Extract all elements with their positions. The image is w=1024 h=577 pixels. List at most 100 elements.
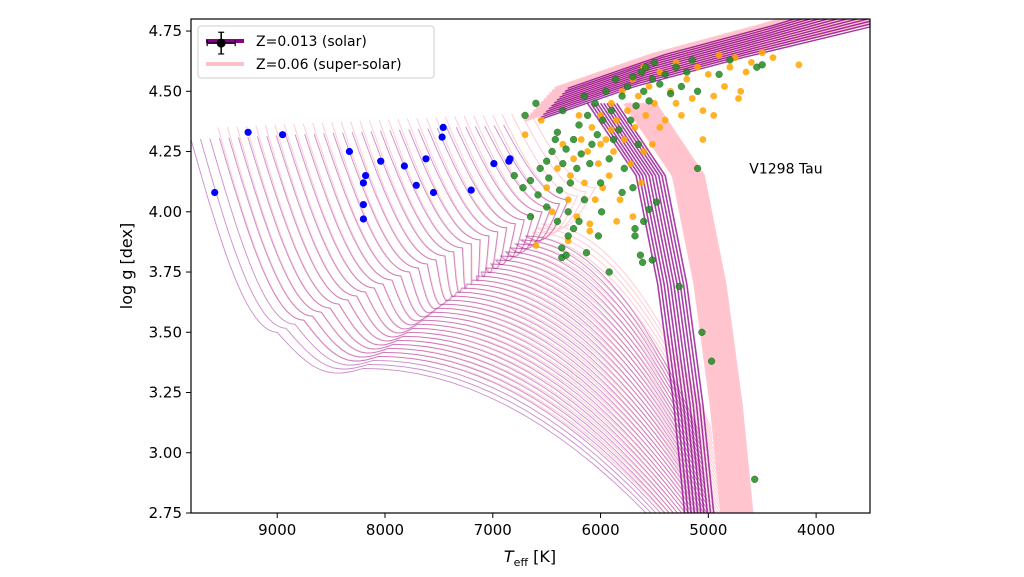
data-point (564, 208, 572, 216)
super-solar-ms-band (551, 19, 795, 93)
data-point (510, 171, 518, 180)
data-point (553, 128, 562, 136)
data-point (627, 116, 635, 124)
data-point (537, 116, 545, 124)
solar-track (200, 138, 652, 513)
data-point (559, 159, 567, 168)
data-point (627, 160, 635, 168)
data-point (593, 131, 601, 139)
x-tick-label: 6000 (581, 521, 619, 539)
data-point (586, 159, 594, 168)
data-point (569, 135, 578, 144)
data-point (648, 75, 656, 83)
data-point (377, 157, 385, 165)
data-point (640, 87, 648, 95)
y-tick-label: 3.25 (149, 384, 182, 402)
super-solar-track (397, 118, 721, 501)
data-point (567, 172, 574, 180)
data-point (650, 58, 659, 67)
data-point (591, 196, 599, 204)
data-point (558, 244, 566, 252)
data-point (564, 232, 572, 240)
error-bar-marker (206, 31, 236, 55)
legend: Z=0.013 (solar) Z=0.06 (super-solar) (197, 25, 435, 79)
data-point (439, 123, 447, 131)
data-point (769, 54, 777, 61)
data-point (726, 56, 734, 64)
data-point (656, 68, 664, 76)
data-point (758, 49, 766, 57)
data-point (623, 82, 632, 91)
data-point (645, 83, 653, 90)
solar-track (218, 138, 662, 513)
data-point (573, 164, 581, 173)
data-point (636, 251, 645, 259)
solar-track (493, 125, 699, 434)
data-point (648, 140, 656, 148)
data-point (575, 112, 583, 119)
solar-ms-band (556, 19, 831, 101)
solar-track (408, 129, 705, 481)
solar-rgb-band (596, 102, 696, 513)
data-point (521, 111, 529, 120)
solar-track (285, 134, 690, 513)
data-point (244, 128, 252, 136)
data-point (632, 102, 640, 110)
data-point (412, 181, 420, 189)
super-solar-track (425, 117, 719, 486)
data-point (605, 172, 613, 180)
x-tick-label: 4000 (797, 521, 835, 539)
data-point (715, 70, 723, 79)
super-solar-track (217, 127, 665, 513)
super-solar-track (444, 116, 718, 475)
data-point (551, 135, 559, 144)
data-point (580, 196, 589, 204)
data-point (620, 164, 628, 173)
super-solar-track (302, 123, 702, 513)
data-point (661, 70, 669, 79)
data-point (532, 99, 540, 107)
data-point (698, 328, 706, 336)
solar-ms-band (543, 20, 870, 116)
data-point (715, 51, 723, 59)
data-point (735, 95, 742, 102)
solar-rgb-band (586, 102, 686, 513)
data-point (688, 56, 696, 64)
data-point (566, 179, 575, 187)
data-point (362, 172, 370, 180)
data-point (506, 155, 514, 163)
data-point (543, 203, 551, 211)
solar-ms-band (551, 19, 850, 107)
y-tick-label: 2.75 (149, 504, 182, 522)
data-point (637, 68, 646, 76)
super-solar-rgb-band (626, 102, 728, 513)
data-point (693, 164, 702, 173)
data-point (731, 54, 739, 61)
data-point (467, 186, 475, 194)
data-point (611, 75, 620, 83)
solar-track (247, 136, 675, 513)
data-point (675, 282, 683, 291)
super-solar-track (501, 114, 714, 445)
super-solar-rgb-band (630, 102, 731, 513)
data-point (599, 116, 607, 124)
data-point (602, 87, 610, 95)
super-solar-rgb-band (652, 102, 754, 513)
data-point (699, 107, 707, 114)
solar-track (370, 131, 708, 501)
data-point (607, 106, 615, 115)
solar-track (398, 129, 706, 486)
y-tick-label: 3.00 (149, 444, 182, 462)
data-point (661, 116, 669, 124)
data-point (519, 184, 527, 192)
solar-rgb-band (603, 102, 702, 513)
solar-track (389, 130, 706, 491)
x-tick-label: 5000 (689, 521, 727, 539)
y-tick-label: 4.00 (149, 203, 182, 221)
data-point (666, 90, 675, 98)
super-solar-track (321, 122, 708, 513)
data-point (638, 258, 647, 267)
data-point (631, 124, 639, 131)
data-point (438, 133, 446, 141)
